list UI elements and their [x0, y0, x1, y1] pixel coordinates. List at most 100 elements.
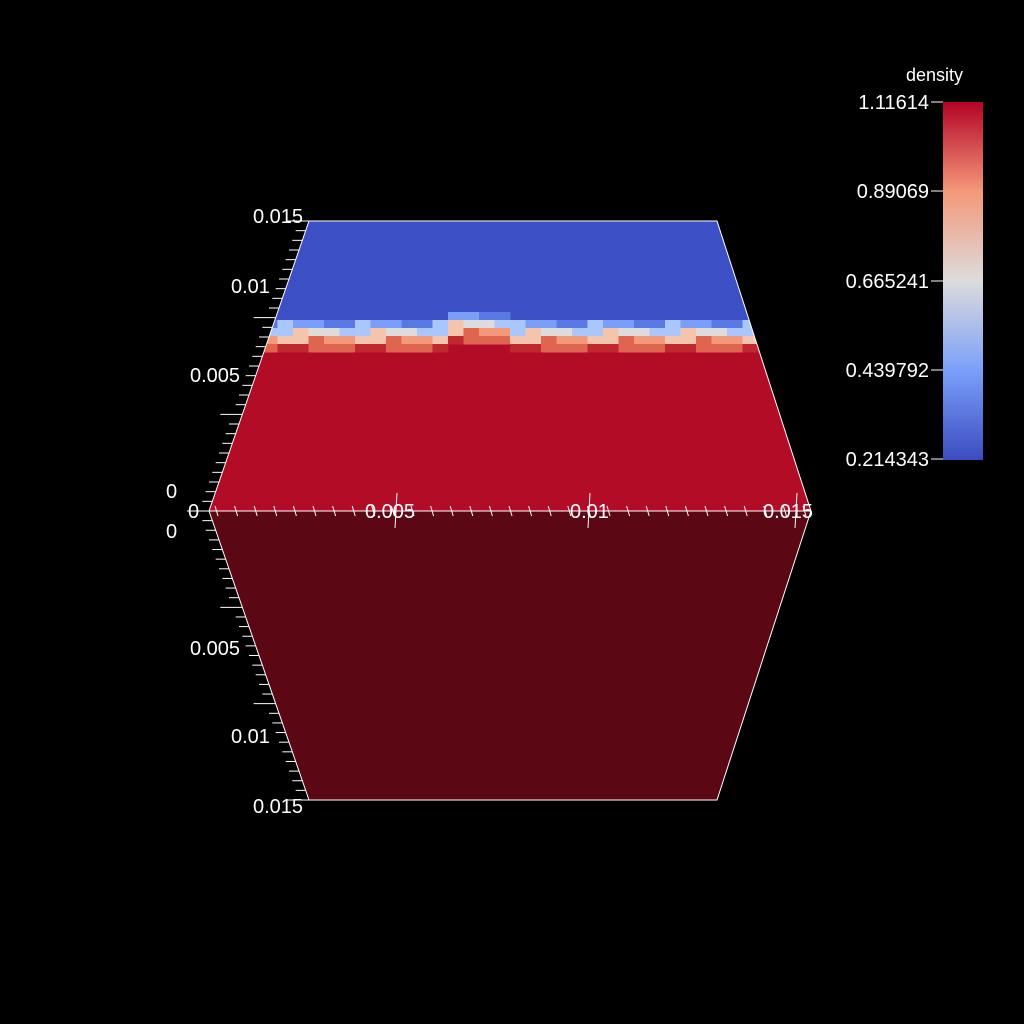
interface-cell — [727, 336, 743, 345]
interface-cell — [293, 320, 309, 329]
interface-cell — [696, 320, 712, 329]
interface-cell — [789, 336, 805, 345]
interface-cell — [711, 320, 728, 329]
interface-cell — [277, 336, 294, 345]
interface-cell — [587, 344, 604, 353]
interface-cell — [773, 328, 790, 337]
h-tick — [488, 505, 493, 517]
interface-cell — [556, 344, 573, 353]
interface-cell — [696, 336, 712, 345]
interface-cell — [680, 336, 697, 345]
interface-cell — [758, 344, 774, 353]
interface-cell — [386, 344, 402, 353]
interface-cell — [277, 344, 294, 353]
h-axis-label-0: 0 — [188, 501, 199, 523]
interface-cell — [432, 328, 449, 337]
h-major-tick — [794, 492, 798, 529]
interface-cell — [448, 312, 464, 321]
interface-cell — [696, 328, 712, 337]
interface-cell — [355, 328, 371, 337]
interface-cell — [665, 336, 681, 345]
interface-cell — [494, 328, 511, 337]
h-tick — [234, 505, 239, 517]
interface-cell — [370, 336, 387, 345]
h-tick — [292, 505, 297, 517]
interface-cell — [479, 328, 495, 337]
scalar-bar-min-label: 0.214343 — [846, 449, 929, 471]
interface-cell — [742, 328, 759, 337]
interface-cell — [386, 336, 402, 345]
vu-axis-label-0: 0 — [166, 481, 177, 503]
interface-cell — [634, 336, 650, 345]
h-tick — [782, 505, 787, 517]
interface-cell — [510, 336, 526, 345]
interface-cell — [432, 320, 449, 329]
h-tick — [684, 505, 689, 517]
interface-cell — [773, 344, 790, 353]
interface-cell — [510, 328, 526, 337]
interface-cell — [494, 312, 511, 321]
interface-cell — [649, 344, 666, 353]
h-axis-label-001: 0.01 — [570, 501, 609, 523]
interface-cell — [355, 320, 371, 329]
interface-cell — [789, 328, 805, 337]
scalar-bar-title: density — [906, 65, 963, 85]
interface-cell — [665, 320, 681, 329]
interface-cell — [308, 344, 325, 353]
interface-cell — [665, 344, 681, 353]
interface-cell — [355, 344, 371, 353]
interface-cell — [494, 336, 511, 345]
h-tick — [469, 505, 474, 517]
interface-cell — [556, 320, 573, 329]
interface-cell — [634, 344, 650, 353]
interface-cell — [417, 344, 433, 353]
h-tick — [665, 505, 670, 517]
interface-cell — [758, 328, 774, 337]
interface-cell — [727, 344, 743, 353]
h-tick — [528, 505, 533, 517]
interface-cell — [556, 328, 573, 337]
interface-cell — [401, 320, 418, 329]
interface-cell — [804, 320, 811, 329]
interface-cell — [634, 328, 650, 337]
h-tick — [449, 505, 454, 517]
h-tick — [763, 505, 768, 517]
interface-cell — [603, 336, 619, 345]
interface-cell — [463, 312, 480, 321]
interface-cell — [587, 320, 604, 329]
interface-cell — [448, 336, 464, 345]
vertical-upper-axis-ticks — [187, 220, 309, 512]
vl-axis-label-0015: 0.015 — [253, 796, 303, 818]
h-tick — [214, 505, 219, 517]
interface-cell — [339, 320, 356, 329]
scalar-bar[interactable]: density 1.11614 0.89069 0.665241 0.43979… — [846, 65, 983, 471]
interface-cell — [525, 344, 542, 353]
scalar-bar-label-4: 0.439792 — [846, 360, 929, 382]
h-tick — [410, 505, 415, 517]
interface-cell — [572, 336, 588, 345]
interface-cell — [448, 320, 464, 329]
interface-cell — [324, 320, 340, 329]
density-field — [209, 221, 811, 511]
h-tick — [547, 505, 552, 517]
scalar-bar-label-2: 0.89069 — [857, 181, 929, 203]
interface-cell — [634, 320, 650, 329]
interface-cell — [324, 328, 340, 337]
h-major-tick — [394, 492, 398, 529]
interface-cell — [479, 320, 495, 329]
interface-cell — [417, 336, 433, 345]
interface-cell — [680, 344, 697, 353]
interface-cell — [541, 344, 557, 353]
interface-cell — [324, 344, 340, 353]
interface-cell — [649, 328, 666, 337]
vl-axis-label-0: 0 — [166, 521, 177, 543]
interface-cell — [370, 328, 387, 337]
h-axis-label-0015: 0.015 — [763, 501, 813, 523]
h-tick — [567, 505, 572, 517]
interface-cell — [758, 320, 774, 329]
interface-cell — [587, 336, 604, 345]
vl-axis-label-001: 0.01 — [231, 726, 270, 748]
h-tick — [273, 505, 278, 517]
interface-cell — [572, 328, 588, 337]
